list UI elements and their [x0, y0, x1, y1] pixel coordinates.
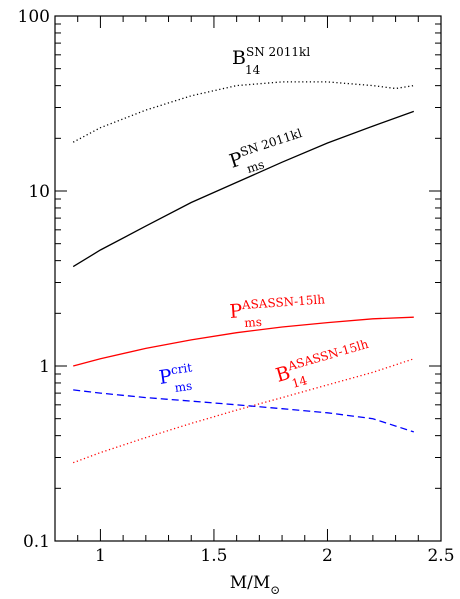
y-tick-label: 100 — [18, 7, 50, 27]
series-line-2 — [73, 316, 414, 367]
y-tick-label: 10 — [28, 182, 50, 202]
annotation-label: PASASSN-15lh — [229, 292, 327, 323]
annotation-sublabel: ms — [174, 379, 193, 395]
series-group — [72, 81, 415, 464]
annotation-sublabel: ms — [244, 315, 262, 330]
x-tick-label: 2.5 — [427, 546, 454, 566]
y-tick-label: 0.1 — [23, 532, 50, 552]
series-line-1 — [72, 110, 415, 268]
axis-ticks: 1 1.5 2 2.5 0.1 1 10 100 — [18, 7, 455, 566]
annotation-label: PSN 2011kl — [226, 126, 307, 173]
series-line-3 — [72, 358, 415, 464]
annotation-sublabel: ms — [245, 157, 266, 176]
x-tick-label: 2 — [322, 546, 333, 566]
plot-frame — [54, 15, 442, 542]
series-line-4 — [73, 389, 414, 433]
series-line-0 — [72, 81, 414, 143]
annotation-label: Pcrit — [157, 360, 194, 389]
annotation-sublabel: 14 — [290, 373, 309, 391]
x-tick-label: 1 — [95, 546, 106, 566]
y-tick-label: 1 — [39, 357, 50, 377]
annotation-label: BASASSN-15lh — [273, 337, 373, 387]
annotation-label: BSN 2011kl — [232, 45, 310, 69]
x-tick-label: 1.5 — [200, 546, 227, 566]
x-axis-title: M/M⊙ — [230, 573, 281, 597]
axes-frame — [54, 15, 442, 542]
annotation-sublabel: 14 — [245, 63, 261, 77]
